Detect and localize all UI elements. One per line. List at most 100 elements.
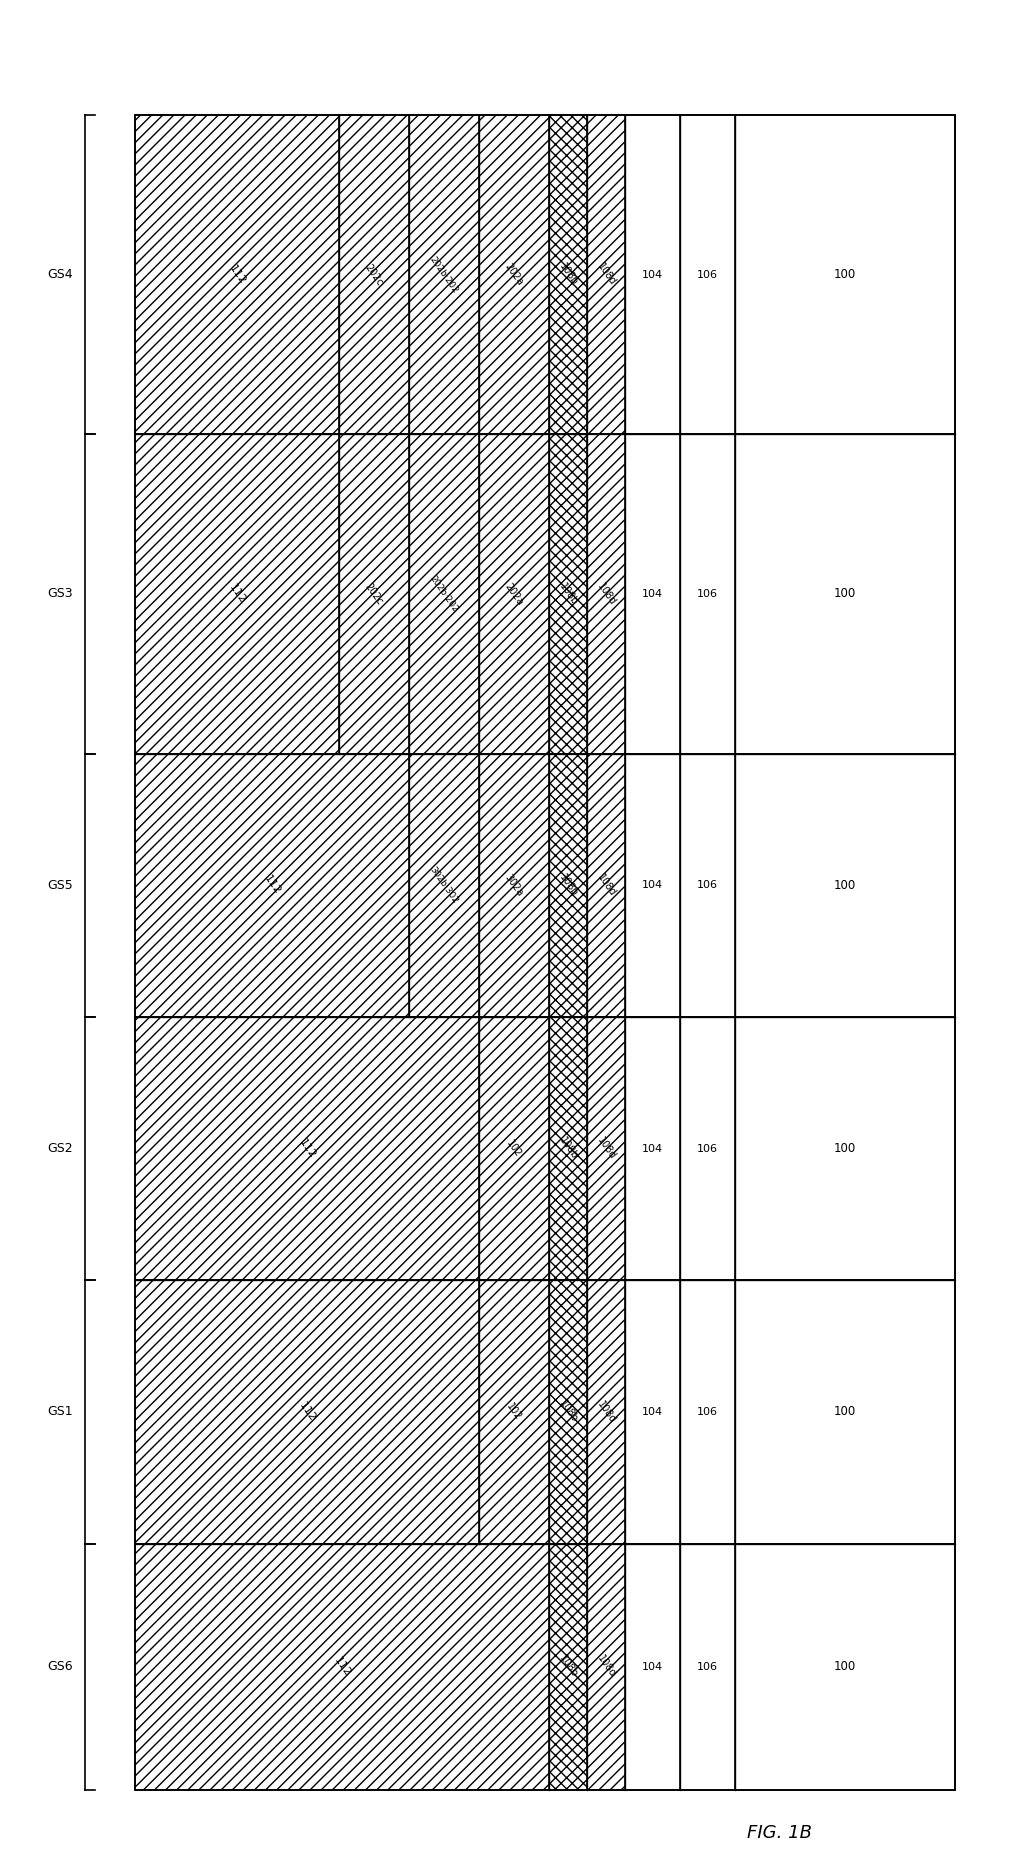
Text: 202b·202: 202b·202: [428, 255, 460, 294]
Text: 108b: 108b: [557, 1399, 579, 1425]
Bar: [587, 1543, 625, 1791]
Text: 108d: 108d: [595, 1136, 618, 1161]
Bar: [479, 114, 549, 435]
Bar: [587, 435, 625, 754]
Bar: [409, 754, 479, 1016]
Text: 100: 100: [834, 1142, 856, 1155]
Bar: [625, 1281, 680, 1543]
Bar: [587, 1281, 625, 1543]
Bar: [479, 1281, 549, 1543]
Text: 202a: 202a: [503, 581, 525, 608]
Bar: [549, 114, 587, 435]
Text: GS2: GS2: [48, 1142, 73, 1155]
Bar: [735, 754, 955, 1016]
Text: 108b: 108b: [557, 1136, 579, 1161]
Bar: [135, 754, 409, 1016]
Text: 302b·302: 302b·302: [428, 864, 460, 906]
Bar: [587, 754, 625, 1016]
Bar: [680, 1281, 735, 1543]
Bar: [680, 114, 735, 435]
Text: 112: 112: [227, 262, 247, 287]
Text: 202c: 202c: [363, 581, 385, 608]
Text: 106: 106: [697, 1661, 718, 1672]
Bar: [625, 1016, 680, 1281]
Bar: [735, 114, 955, 435]
Text: 106: 106: [697, 1406, 718, 1418]
Bar: [549, 1281, 587, 1543]
Bar: [409, 435, 479, 754]
Bar: [680, 1016, 735, 1281]
Text: 108d: 108d: [595, 1399, 618, 1425]
Bar: [625, 1543, 680, 1791]
Bar: [549, 1016, 587, 1281]
Text: GS5: GS5: [48, 879, 73, 892]
Bar: [135, 114, 339, 435]
Text: 100: 100: [834, 1659, 856, 1672]
Bar: [135, 1016, 479, 1281]
Text: GS4: GS4: [48, 268, 73, 281]
Text: 112: 112: [297, 1136, 317, 1161]
Bar: [587, 114, 625, 435]
Text: 102: 102: [505, 1401, 523, 1423]
Text: 106: 106: [697, 1144, 718, 1153]
Text: 100: 100: [834, 879, 856, 892]
Text: 106: 106: [697, 879, 718, 891]
Text: 108d: 108d: [595, 872, 618, 898]
Bar: [135, 114, 955, 1791]
Text: FIG. 1B: FIG. 1B: [747, 1824, 812, 1841]
Bar: [479, 435, 549, 754]
Bar: [549, 1543, 587, 1791]
Text: 112: 112: [297, 1401, 317, 1423]
Text: 104: 104: [642, 270, 663, 279]
Text: 104: 104: [642, 1661, 663, 1672]
Text: 108b: 108b: [557, 262, 579, 287]
Bar: [680, 754, 735, 1016]
Bar: [339, 114, 409, 435]
Text: 106: 106: [697, 589, 718, 598]
Bar: [625, 114, 680, 435]
Text: 112: 112: [227, 583, 247, 606]
Text: 104: 104: [642, 879, 663, 891]
Text: 202b·202: 202b·202: [428, 574, 460, 613]
Text: 302a: 302a: [503, 872, 525, 898]
Text: 108d: 108d: [595, 1654, 618, 1680]
Bar: [479, 1016, 549, 1281]
Text: 108d: 108d: [595, 262, 618, 287]
Bar: [625, 754, 680, 1016]
Bar: [735, 1543, 955, 1791]
Text: 102: 102: [505, 1138, 523, 1159]
Bar: [339, 435, 409, 754]
Bar: [735, 435, 955, 754]
Text: 100: 100: [834, 587, 856, 600]
Text: 202c: 202c: [363, 262, 385, 287]
Text: GS3: GS3: [48, 587, 73, 600]
Text: 202a: 202a: [503, 262, 525, 287]
Bar: [735, 1281, 955, 1543]
Bar: [549, 754, 587, 1016]
Text: 104: 104: [642, 1406, 663, 1418]
Bar: [549, 435, 587, 754]
Text: 100: 100: [834, 268, 856, 281]
Text: 104: 104: [642, 1144, 663, 1153]
Bar: [735, 1016, 955, 1281]
Text: 104: 104: [642, 589, 663, 598]
Text: 112: 112: [262, 874, 282, 896]
Bar: [409, 114, 479, 435]
Bar: [680, 1543, 735, 1791]
Text: GS1: GS1: [48, 1406, 73, 1418]
Text: 108d: 108d: [595, 581, 618, 608]
Bar: [479, 754, 549, 1016]
Text: 112: 112: [332, 1656, 352, 1678]
Text: GS6: GS6: [48, 1659, 73, 1672]
Text: 108b: 108b: [557, 1654, 579, 1680]
Text: 100: 100: [834, 1406, 856, 1418]
Text: 106: 106: [697, 270, 718, 279]
Text: 108b: 108b: [557, 872, 579, 898]
Text: 108b: 108b: [557, 581, 579, 608]
Bar: [135, 1543, 549, 1791]
Bar: [135, 435, 339, 754]
Bar: [135, 1281, 479, 1543]
Bar: [587, 1016, 625, 1281]
Bar: [625, 435, 680, 754]
Bar: [680, 435, 735, 754]
